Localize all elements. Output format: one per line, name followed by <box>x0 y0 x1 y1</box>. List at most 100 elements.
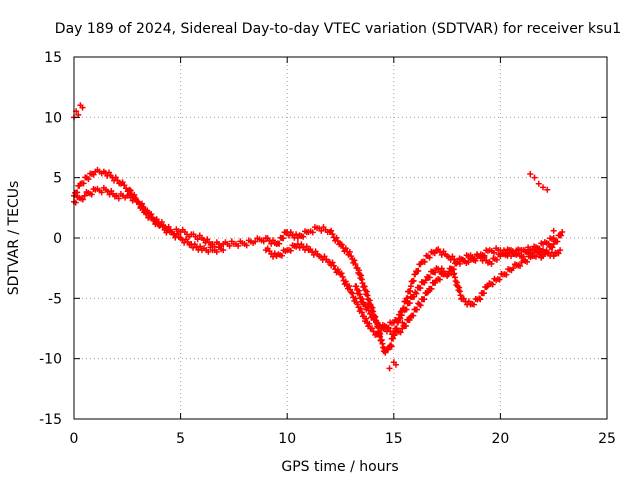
data-point <box>421 296 428 303</box>
data-point <box>431 250 438 257</box>
data-point <box>436 276 443 283</box>
plot-frame <box>73 56 608 420</box>
data-point <box>114 177 121 184</box>
data-point <box>397 329 404 336</box>
data-point <box>80 180 87 187</box>
data-point <box>476 295 483 302</box>
data-point <box>140 203 147 210</box>
data-point <box>354 301 361 308</box>
x-tick-label: 20 <box>491 431 509 447</box>
data-point <box>550 227 557 234</box>
data-point <box>484 283 491 290</box>
data-point <box>280 235 287 242</box>
data-point <box>348 289 355 296</box>
data-point <box>532 253 539 260</box>
data-point <box>339 273 346 280</box>
data-point <box>112 174 119 181</box>
data-point <box>144 207 151 214</box>
x-tick-label: 5 <box>176 431 185 447</box>
data-point <box>377 330 384 337</box>
data-point <box>421 258 428 265</box>
data-point <box>153 218 160 225</box>
data-point <box>349 290 356 297</box>
data-point <box>353 283 360 290</box>
data-point <box>378 325 385 332</box>
data-point <box>477 296 484 303</box>
y-tick-label: 0 <box>53 231 62 247</box>
data-point <box>555 250 562 257</box>
data-point <box>399 319 406 326</box>
data-point <box>491 249 498 256</box>
data-point <box>493 256 500 263</box>
data-point <box>79 196 86 203</box>
data-point <box>79 104 86 111</box>
data-point <box>260 238 267 245</box>
data-markers <box>71 102 566 372</box>
data-point <box>524 258 531 265</box>
data-point <box>461 257 468 264</box>
data-point <box>402 323 409 330</box>
data-point <box>334 266 341 273</box>
data-point <box>558 232 565 239</box>
data-point <box>357 305 364 312</box>
data-point <box>529 247 536 254</box>
data-point <box>88 191 95 198</box>
data-point <box>149 214 156 221</box>
y-axis-label: SDTVAR / TECUs <box>6 181 22 296</box>
data-point <box>527 250 534 257</box>
data-point <box>194 236 201 243</box>
data-point <box>550 235 557 241</box>
data-point <box>334 238 341 245</box>
data-point <box>105 169 112 176</box>
y-tick-label: -15 <box>39 412 62 428</box>
x-tick-label: 15 <box>385 431 403 447</box>
data-point <box>410 277 417 284</box>
data-point <box>412 271 419 278</box>
y-tick-label: 10 <box>44 110 62 126</box>
data-point <box>394 317 401 324</box>
data-point <box>121 182 128 189</box>
data-point <box>148 211 155 218</box>
data-point <box>205 248 212 255</box>
data-point <box>390 331 397 338</box>
axis-ticks: 0 5 10 15 20 25 -15 -10 -5 0 5 10 15 <box>39 50 616 447</box>
data-point <box>411 293 418 300</box>
x-tick-label: 25 <box>598 431 616 447</box>
data-point <box>503 271 510 278</box>
data-point <box>422 277 429 284</box>
data-point <box>220 247 227 254</box>
data-point <box>413 306 420 313</box>
x-tick-label: 0 <box>70 431 79 447</box>
data-point <box>417 302 424 309</box>
data-point <box>415 267 422 274</box>
data-point <box>338 270 345 277</box>
data-point <box>424 289 431 296</box>
data-point <box>426 254 433 261</box>
data-point <box>403 306 410 313</box>
data-point <box>365 307 372 314</box>
data-point <box>197 243 204 250</box>
data-point <box>450 266 457 273</box>
x-axis-label: GPS time / hours <box>281 459 398 475</box>
data-point <box>510 265 517 272</box>
data-point <box>428 285 435 292</box>
y-tick-label: 5 <box>53 171 62 187</box>
data-point <box>303 243 310 250</box>
data-point <box>338 241 345 248</box>
data-point <box>366 320 373 327</box>
data-point <box>417 285 424 292</box>
data-point <box>352 295 359 302</box>
data-point <box>329 231 336 238</box>
grid-lines <box>74 57 607 419</box>
data-point <box>483 284 490 291</box>
data-point <box>348 253 355 260</box>
data-point <box>127 187 134 194</box>
data-point <box>81 192 88 199</box>
data-point <box>90 171 97 178</box>
data-point <box>416 301 423 308</box>
data-point <box>328 227 335 234</box>
data-point <box>329 259 336 266</box>
data-point <box>126 186 133 193</box>
data-point <box>545 240 552 247</box>
